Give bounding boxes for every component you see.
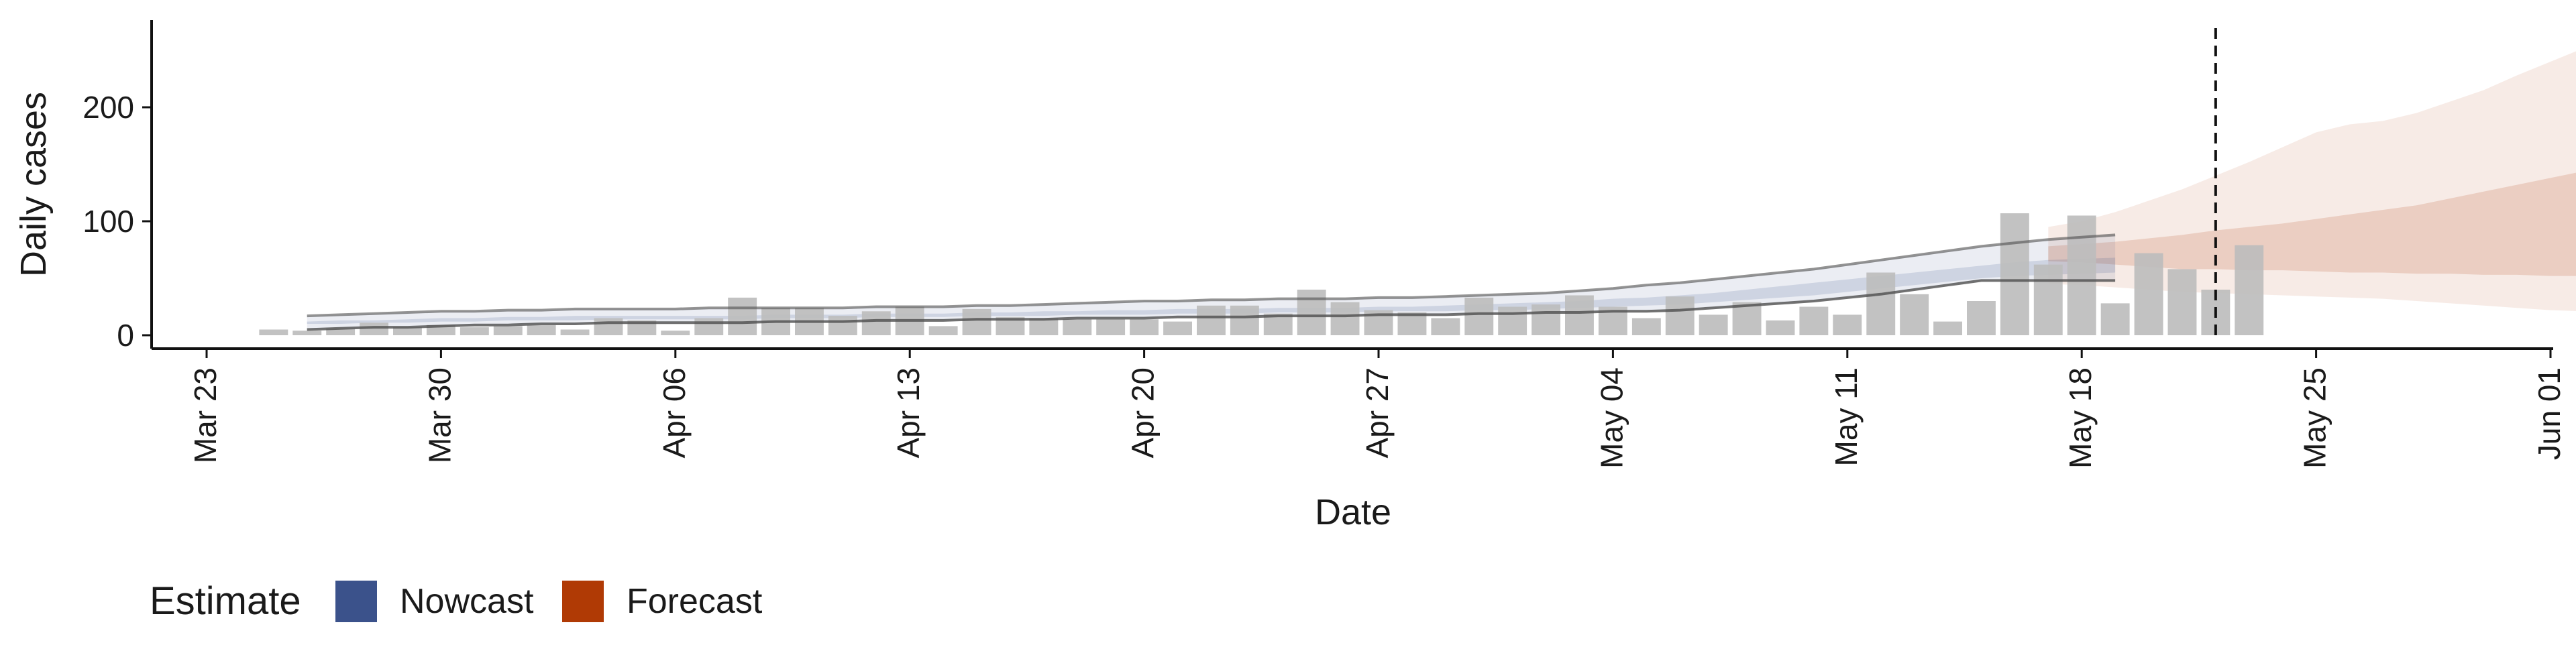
bar [560, 329, 590, 335]
bar [1163, 321, 1192, 335]
bar [2033, 264, 2063, 335]
bar [1498, 306, 1527, 335]
x-tick-label: May 11 [1829, 367, 1864, 466]
bar [1063, 319, 1092, 335]
x-tick-label: Apr 20 [1126, 367, 1161, 459]
bar [1833, 314, 1862, 335]
bar [393, 327, 422, 335]
bar [1631, 318, 1661, 335]
bar [1330, 302, 1360, 335]
legend-label-nowcast: Nowcast [400, 582, 534, 621]
bar [1933, 321, 1962, 335]
bar [861, 311, 891, 335]
bar [292, 331, 322, 335]
bar [2000, 213, 2029, 335]
nowcast-upper-line [307, 233, 2116, 318]
y-tick-label: 200 [83, 90, 134, 125]
forecast-outer-ribbon [2048, 51, 2576, 311]
bar [326, 328, 356, 335]
y-axis-title: Daily cases [13, 92, 54, 277]
bar [527, 325, 556, 335]
bar [661, 331, 690, 335]
bar [1096, 319, 1126, 335]
bar [928, 326, 958, 335]
bar [2067, 215, 2096, 335]
bar [728, 297, 757, 335]
bar [1665, 296, 1695, 335]
x-tick-label: Apr 27 [1360, 367, 1395, 459]
bar [1230, 305, 1259, 335]
bar [493, 326, 523, 335]
bar [594, 318, 623, 335]
ribbon-layer [307, 51, 2576, 330]
bar [1297, 290, 1326, 335]
legend: Estimate Nowcast Forecast [150, 579, 763, 623]
bar [2100, 303, 2130, 335]
nowcast-lower-line [307, 279, 2116, 331]
bar [828, 316, 857, 335]
bar [2134, 253, 2163, 335]
bar [1699, 314, 1728, 335]
x-axis-title: Date [1315, 492, 1391, 532]
bar [1900, 294, 1929, 335]
x-tick-label: Jun 01 [2532, 367, 2567, 460]
x-tick-label: Apr 06 [657, 367, 692, 459]
bar [1464, 297, 1494, 335]
x-tick-label: May 04 [1594, 367, 1629, 469]
bar [1866, 272, 1896, 335]
bar [1565, 295, 1594, 335]
nowcast-outer-ribbon [307, 235, 2116, 330]
bar [1197, 305, 1226, 335]
bar [1532, 304, 1560, 335]
bar [627, 320, 657, 335]
bar [1029, 318, 1059, 335]
legend-key-nowcast [335, 581, 377, 622]
bar [2235, 245, 2264, 335]
bar-layer [259, 213, 2264, 335]
bar [694, 318, 724, 335]
bar [1397, 312, 1427, 335]
x-tick-label: May 18 [2063, 367, 2098, 469]
bar [1732, 302, 1762, 335]
bar [1967, 301, 1996, 335]
legend-key-forecast [562, 581, 604, 622]
bar [360, 322, 388, 335]
x-tick-label: Mar 30 [422, 367, 457, 463]
forecast-inner-ribbon [2048, 172, 2576, 276]
bar [1766, 320, 1795, 335]
bar [460, 327, 489, 335]
x-tick-label: Mar 23 [188, 367, 223, 463]
bar [1431, 318, 1460, 335]
line-layer [307, 28, 2217, 335]
legend-title: Estimate [150, 579, 301, 623]
y-tick-label: 100 [83, 204, 134, 239]
x-tick-label: May 25 [2298, 367, 2332, 469]
bar [2167, 269, 2197, 335]
x-tick-label: Apr 13 [891, 367, 926, 459]
axes-layer: 0 100 200 Mar 23 Mar 30 Apr 06 Apr 13 Apr 20 Apr… [83, 20, 2567, 469]
bar [259, 329, 288, 335]
bar [962, 308, 991, 335]
y-tick-label: 0 [117, 318, 134, 353]
bar [1130, 319, 1159, 335]
legend-label-forecast: Forecast [627, 582, 763, 621]
bar [1799, 306, 1829, 335]
